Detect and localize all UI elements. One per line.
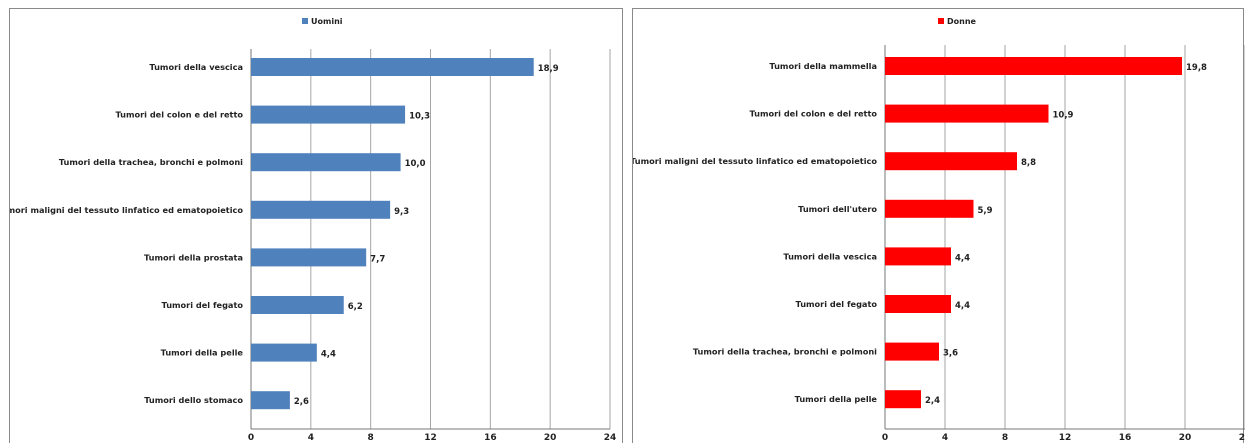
bar [885,199,974,218]
data-label: 3,6 [943,349,958,359]
x-tick-label: 0 [882,433,888,443]
x-tick-label: 20 [1179,433,1192,443]
bar [251,248,367,267]
legend-label: Uomini [311,17,343,26]
bar [251,58,534,76]
chart-panel-donne: Donne 0 4 8 12 16 20 24 Tumori della mammella 19,… [632,8,1245,443]
category-label: Tumori della trachea, bronchi e polmoni [59,157,243,167]
category-label: Tumori del fegato [162,300,244,310]
data-label: 10,0 [405,159,426,169]
x-tick-label: 20 [544,433,557,443]
data-label: 2,6 [294,397,309,407]
legend-swatch [938,18,944,24]
chart-donne: Donne 0 4 8 12 16 20 24 Tumori della mammella 19,… [633,17,1245,443]
legend: Donne [938,17,977,26]
x-tick-label: 12 [424,433,437,443]
category-label: Tumori del fegato [796,299,878,309]
bar [885,247,951,266]
category-label: Tumori del colon e del retto [115,110,243,120]
x-tick-label: 0 [248,433,254,443]
legend-label: Donne [947,17,977,26]
chart-uomini: Uomini 0 4 8 12 16 20 24 Tumori della vescica 18,… [10,17,617,443]
x-tick-label: 24 [604,433,617,443]
data-label: 2,4 [925,396,940,406]
data-label: 4,4 [321,350,336,360]
category-label: Tumori maligni del tessuto linfatico ed … [10,205,243,215]
category-label: Tumori maligni del tessuto linfatico ed … [633,156,877,166]
data-label: 4,4 [955,301,970,311]
data-label: 10,9 [1053,111,1074,121]
category-label: Tumori dell'utero [798,204,877,214]
category-label: Tumori del colon e del retto [749,109,877,119]
bar [885,152,1017,171]
data-label: 5,9 [978,206,993,216]
category-label: Tumori della prostata [144,252,243,262]
data-label: 4,4 [955,253,970,263]
category-label: Tumori della pelle [161,348,244,358]
category-label: Tumori della pelle [795,394,878,404]
bar [251,200,391,219]
data-label: 7,7 [370,254,385,264]
x-tick-label: 16 [1119,433,1132,443]
category-label: Tumori della vescica [783,251,877,261]
bar [251,153,401,172]
data-label: 10,3 [409,112,430,122]
x-tick-label: 16 [484,433,497,443]
data-label: 6,2 [348,302,363,312]
bar [885,104,1049,123]
chart-panel-uomini: Uomini 0 4 8 12 16 20 24 Tumori della vescica 18,… [9,8,623,443]
category-label: Tumori della trachea, bronchi e polmoni [693,347,877,357]
category-label: Tumori della mammella [769,61,877,71]
data-label: 8,8 [1021,158,1036,168]
x-tick-label: 24 [1239,433,1245,443]
bar [251,296,344,314]
x-tick-label: 8 [368,433,374,443]
category-label: Tumori della vescica [149,62,243,72]
x-tick-label: 8 [1002,433,1008,443]
bar [251,105,406,124]
bar [885,57,1182,75]
x-tick-label: 4 [308,433,314,443]
data-label: 18,9 [538,64,559,74]
category-label: Tumori dello stomaco [144,395,243,405]
data-label: 9,3 [394,207,409,217]
x-tick-label: 12 [1059,433,1072,443]
bar [885,342,939,361]
bar [885,390,921,409]
legend: Uomini [302,17,343,26]
data-label: 19,8 [1186,63,1207,73]
bar [885,295,951,313]
bar [251,391,290,410]
legend-swatch [302,18,308,24]
x-tick-label: 4 [942,433,948,443]
bar [251,343,317,362]
